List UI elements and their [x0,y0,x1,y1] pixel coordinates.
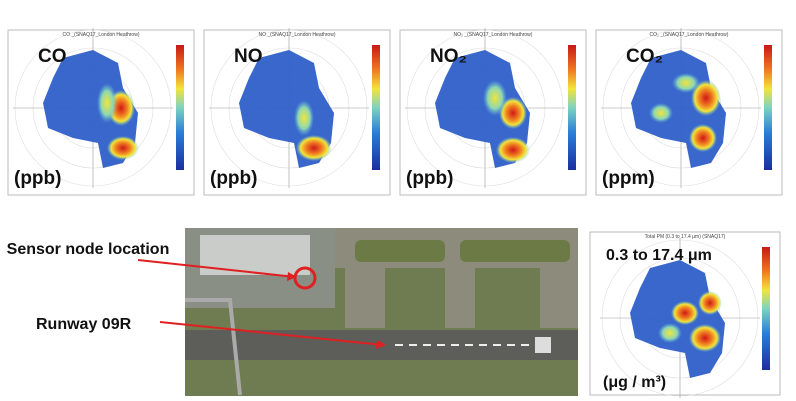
polar-panel: CO₂ _(SNAQ17_London Heathrow) CO₂ (ppm) [596,28,782,195]
panel-title: NO _(SNAQ17_London Heathrow) [259,32,336,38]
polar-panel: CO _(SNAQ17_London Heathrow) CO (ppb) [8,28,194,195]
pollutant-label: CO [38,46,67,67]
colorbar [762,247,770,370]
hotspot [649,103,673,123]
hotspot [294,100,314,136]
panel-title: NO₂ _(SNAQ17_London Heathrow) [454,32,533,38]
sensor-label: Sensor node location [7,241,170,258]
pollutant-label: CO₂ [626,46,663,67]
hotspot [671,301,699,325]
hotspot [689,324,721,352]
hotspot [672,73,700,93]
hotspot [483,80,507,116]
pollutant-label: NO [234,46,263,67]
unit-label: (ppm) [602,168,655,189]
panel-title: CO₂ _(SNAQ17_London Heathrow) [650,32,729,38]
hotspot [296,135,332,161]
colorbar [764,45,772,170]
polar-panel: Total PM (0.3 to 17.4 μm) (SNAQ17) 0.3 to… [590,232,780,398]
runway-label: Runway 09R [36,316,132,333]
colorbar [176,45,184,170]
hotspot [658,323,682,343]
range-label: 0.3 to 17.4 μm [606,247,712,264]
unit-label: (μg / m³) [603,374,666,391]
unit-label: (ppb) [406,168,453,189]
panel-title: CO _(SNAQ17_London Heathrow) [63,32,140,38]
hotspot [496,137,530,163]
unit-label: (ppb) [210,168,257,189]
colorbar [568,45,576,170]
panel-title: Total PM (0.3 to 17.4 μm) (SNAQ17) [645,234,726,240]
polar-panel: NO₂ _(SNAQ17_London Heathrow) NO₂ (ppb) [400,28,586,195]
unit-label: (ppb) [14,168,61,189]
colorbar [372,45,380,170]
hotspot [698,291,722,315]
aerial-photo [185,228,578,396]
figure: Sensor node location Runway 09R CO _(SNA… [0,0,796,401]
hotspot [689,124,717,152]
hotspot [97,83,117,123]
polar-panel: NO _(SNAQ17_London Heathrow) NO (ppb) [204,28,390,195]
pollutant-label: NO₂ [430,46,467,67]
hotspot [107,136,139,160]
